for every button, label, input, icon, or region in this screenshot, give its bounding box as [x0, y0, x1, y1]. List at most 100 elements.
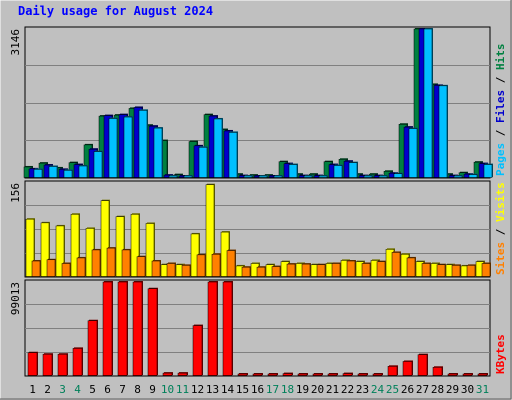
ymax-label-kbytes: 99013 — [9, 282, 22, 315]
bar-pages — [333, 165, 343, 178]
day-label: 9 — [149, 383, 156, 396]
bar-kbytes — [312, 373, 323, 376]
bar-kbytes — [117, 281, 128, 376]
bar-sites — [121, 249, 131, 277]
bar-kbytes — [42, 353, 53, 376]
day-label: 15 — [236, 383, 249, 396]
bar-kbytes — [417, 354, 428, 376]
bar-pages — [378, 175, 388, 178]
legend-label-sites: Sites — [494, 242, 507, 275]
day-label: 12 — [191, 383, 204, 396]
bar-sites — [241, 266, 251, 277]
legend-label-pages: Pages — [494, 143, 507, 176]
day-label: 22 — [341, 383, 354, 396]
bar-sites — [166, 263, 176, 277]
bar-pages — [393, 173, 403, 178]
chart-title: Daily usage for August 2024 — [18, 4, 213, 18]
bar-sites — [301, 263, 311, 277]
day-label: 26 — [401, 383, 414, 396]
day-label: 21 — [326, 383, 339, 396]
day-label: 14 — [221, 383, 235, 396]
bar-visits — [70, 213, 80, 277]
bar-pages — [288, 164, 298, 178]
bar-kbytes — [477, 373, 488, 376]
bar-sites — [181, 265, 191, 277]
bar-sites — [256, 266, 266, 277]
legend-label-group: Pages / Files / Hits — [494, 44, 507, 177]
day-label: 6 — [104, 383, 111, 396]
day-label: 20 — [311, 383, 324, 396]
day-label: 5 — [89, 383, 96, 396]
bar-pages — [258, 175, 268, 178]
bar-sites — [406, 257, 416, 277]
bar-visits — [55, 225, 65, 277]
bar-kbytes — [72, 348, 83, 376]
bar-kbytes — [372, 373, 383, 376]
bar-pages — [408, 128, 418, 178]
bar-sites — [316, 264, 326, 277]
bar-sites — [451, 265, 461, 277]
plot-area: 3 14 6 156 99013 Pages / Files / Hits Sites / … — [9, 26, 507, 396]
day-label: 31 — [476, 383, 489, 396]
day-label: 24 — [371, 383, 385, 396]
bar-sites — [346, 260, 356, 277]
bar-sites — [211, 253, 221, 277]
bar-pages — [228, 132, 238, 178]
bar-pages — [33, 169, 43, 178]
legend-label-hits: Hits — [494, 44, 507, 71]
day-label: 23 — [356, 383, 369, 396]
ymax-label-visits_sites: 156 — [9, 183, 22, 203]
bar-kbytes — [102, 281, 113, 376]
day-label: 2 — [44, 383, 51, 396]
bar-sites — [421, 263, 431, 277]
bar-visits — [100, 200, 110, 277]
legend-label-group: Sites / Visits — [494, 182, 507, 275]
bar-kbytes — [147, 288, 158, 376]
bar-pages — [363, 175, 373, 178]
bar-visits — [145, 223, 155, 277]
bar-pages — [48, 166, 58, 178]
bar-sites — [376, 261, 386, 277]
bar-pages — [318, 175, 328, 178]
bar-kbytes — [432, 367, 443, 376]
day-label: 16 — [251, 383, 264, 396]
day-label: 8 — [134, 383, 141, 396]
bar-pages — [273, 175, 283, 178]
bar-sites — [361, 263, 371, 277]
bar-kbytes — [447, 373, 458, 376]
day-label: 7 — [119, 383, 126, 396]
day-label: 18 — [281, 383, 294, 396]
legend-label-files: Files — [494, 90, 507, 123]
bar-pages — [213, 118, 223, 178]
bar-pages — [153, 127, 163, 178]
bar-sites — [466, 265, 476, 277]
day-label: 25 — [386, 383, 399, 396]
bar-kbytes — [192, 325, 203, 376]
bar-kbytes — [462, 373, 473, 376]
legend-label-sep: / — [494, 70, 507, 90]
bar-pages — [243, 175, 253, 178]
bar-sites — [331, 263, 341, 277]
bar-kbytes — [297, 373, 308, 376]
bar-kbytes — [267, 373, 278, 376]
bar-sites — [481, 263, 491, 277]
day-label: 3 — [59, 383, 66, 396]
bar-visits — [25, 218, 35, 277]
bar-sites — [226, 250, 236, 277]
bar-sites — [61, 263, 71, 277]
bar-sites — [76, 257, 86, 277]
bar-kbytes — [237, 373, 248, 376]
bar-kbytes — [207, 281, 218, 376]
bar-pages — [78, 165, 88, 178]
bar-pages — [483, 164, 493, 178]
day-label: 29 — [446, 383, 459, 396]
bar-sites — [196, 254, 206, 277]
bar-pages — [63, 170, 73, 178]
bar-kbytes — [222, 281, 233, 376]
bar-pages — [108, 118, 118, 178]
bar-sites — [271, 266, 281, 277]
bar-sites — [151, 260, 161, 277]
bar-visits — [130, 213, 140, 277]
bar-kbytes — [282, 373, 293, 376]
